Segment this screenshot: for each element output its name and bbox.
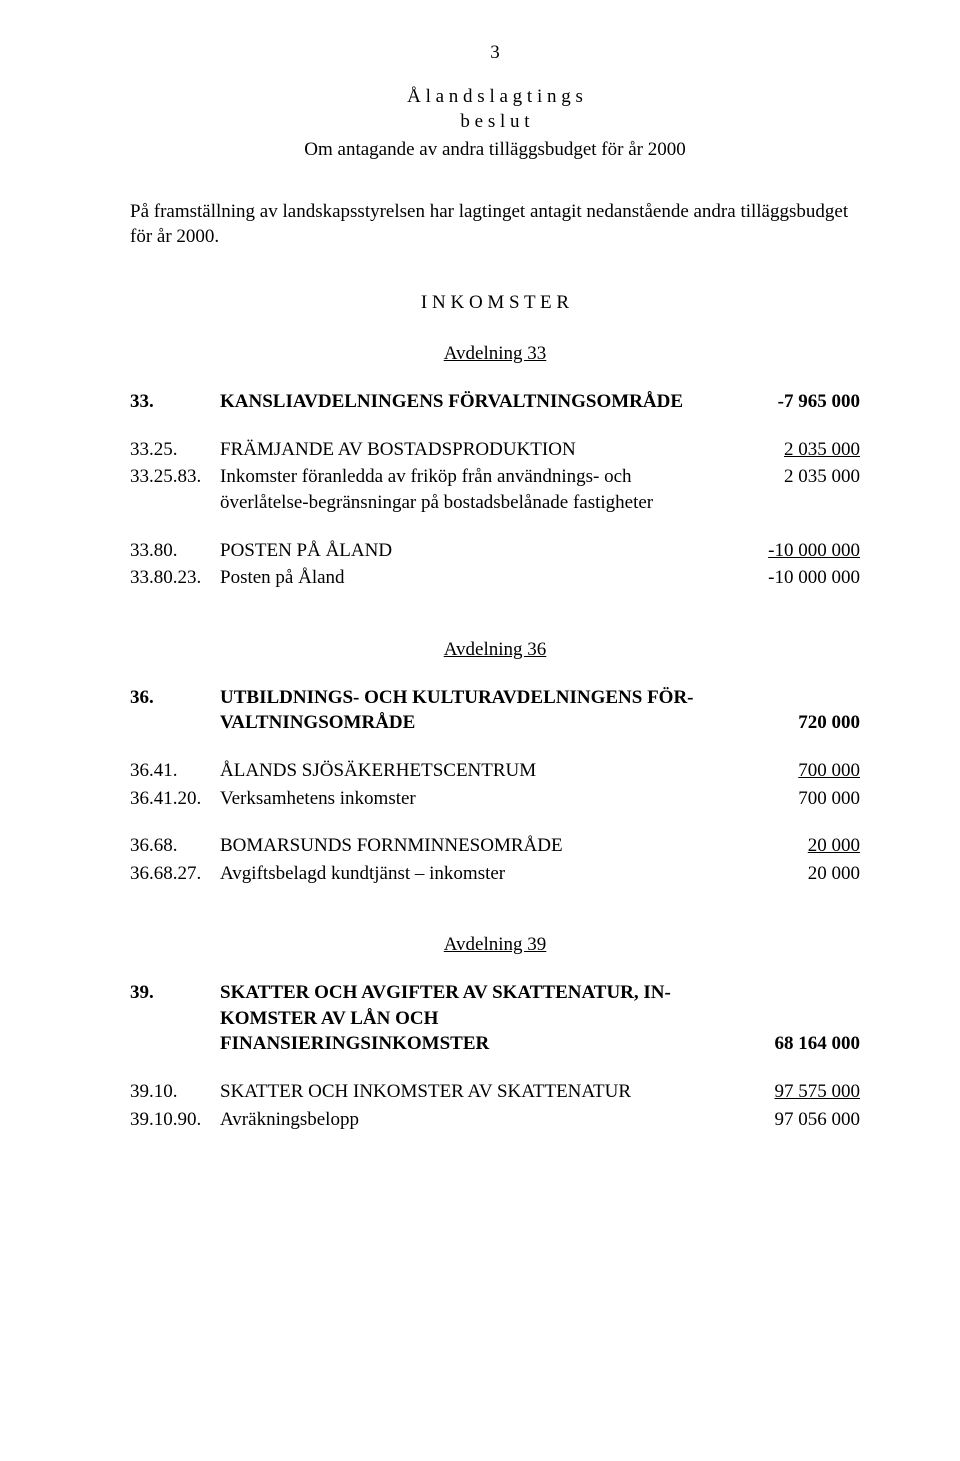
subtitle: Om antagande av andra tilläggsbudget för… bbox=[130, 137, 860, 163]
section-heading-33: Avdelning 33 bbox=[130, 341, 860, 367]
code: 33.25. bbox=[130, 437, 220, 463]
code: 33. bbox=[130, 389, 220, 415]
code: 39.10.90. bbox=[130, 1107, 220, 1133]
inkomster-heading: I N K O M S T E R bbox=[130, 290, 860, 316]
group-36-68: 36.68. BOMARSUNDS FORNMINNESOMRÅDE 20 00… bbox=[130, 833, 860, 886]
amount: 68 164 000 bbox=[720, 1031, 860, 1057]
item-row: 39.10.90. Avräkningsbelopp 97 056 000 bbox=[130, 1107, 860, 1133]
main-row-39: 39. SKATTER OCH AVGIFTER AV SKATTENATUR,… bbox=[130, 980, 860, 1057]
group-36-41: 36.41. ÅLANDS SJÖSÄKERHETSCENTRUM 700 00… bbox=[130, 758, 860, 811]
item-row: 36.41.20. Verksamhetens inkomster 700 00… bbox=[130, 786, 860, 812]
item-row: 33.25.83. Inkomster föranledda av friköp… bbox=[130, 464, 860, 515]
group-head-row: 36.68. BOMARSUNDS FORNMINNESOMRÅDE 20 00… bbox=[130, 833, 860, 859]
code: 36.68.27. bbox=[130, 861, 220, 887]
document-page: 3 Å l a n d s l a g t i n g s b e s l u … bbox=[0, 0, 960, 1461]
amount: 700 000 bbox=[720, 786, 860, 812]
amount: 720 000 bbox=[720, 710, 860, 736]
label: Posten på Åland bbox=[220, 565, 720, 591]
code: 33.80. bbox=[130, 538, 220, 564]
page-number: 3 bbox=[130, 40, 860, 66]
code: 36.41. bbox=[130, 758, 220, 784]
label: Verksamhetens inkomster bbox=[220, 786, 720, 812]
code: 33.80.23. bbox=[130, 565, 220, 591]
code: 36. bbox=[130, 685, 220, 711]
code: 33.25.83. bbox=[130, 464, 220, 490]
amount: 2 035 000 bbox=[720, 464, 860, 490]
section-heading-39: Avdelning 39 bbox=[130, 932, 860, 958]
label: Avgiftsbelagd kundtjänst – inkomster bbox=[220, 861, 720, 887]
amount: 2 035 000 bbox=[720, 437, 860, 463]
label: BOMARSUNDS FORNMINNESOMRÅDE bbox=[220, 833, 720, 859]
heading-line-2: b e s l u t bbox=[130, 109, 860, 135]
code: 39.10. bbox=[130, 1079, 220, 1105]
code: 36.68. bbox=[130, 833, 220, 859]
section-heading-36: Avdelning 36 bbox=[130, 637, 860, 663]
group-33-25: 33.25. FRÄMJANDE AV BOSTADSPRODUKTION 2 … bbox=[130, 437, 860, 516]
heading-line-1: Å l a n d s l a g t i n g s bbox=[130, 84, 860, 110]
label: POSTEN PÅ ÅLAND bbox=[220, 538, 720, 564]
amount: -10 000 000 bbox=[720, 565, 860, 591]
label: ÅLANDS SJÖSÄKERHETSCENTRUM bbox=[220, 758, 720, 784]
group-head-row: 36.41. ÅLANDS SJÖSÄKERHETSCENTRUM 700 00… bbox=[130, 758, 860, 784]
amount: -10 000 000 bbox=[720, 538, 860, 564]
label: UTBILDNINGS- OCH KULTURAVDELNINGENS FÖR-… bbox=[220, 685, 720, 736]
amount: 97 575 000 bbox=[720, 1079, 860, 1105]
label: SKATTER OCH AVGIFTER AV SKATTENATUR, IN-… bbox=[220, 980, 720, 1057]
group-33-80: 33.80. POSTEN PÅ ÅLAND -10 000 000 33.80… bbox=[130, 538, 860, 591]
amount: -7 965 000 bbox=[720, 389, 860, 415]
amount: 20 000 bbox=[720, 861, 860, 887]
group-39-10: 39.10. SKATTER OCH INKOMSTER AV SKATTENA… bbox=[130, 1079, 860, 1132]
amount: 20 000 bbox=[720, 833, 860, 859]
label: Avräkningsbelopp bbox=[220, 1107, 720, 1133]
main-row-33: 33. KANSLIAVDELNINGENS FÖRVALTNINGSOMRÅD… bbox=[130, 389, 860, 415]
code: 36.41.20. bbox=[130, 786, 220, 812]
amount: 700 000 bbox=[720, 758, 860, 784]
label: SKATTER OCH INKOMSTER AV SKATTENATUR bbox=[220, 1079, 720, 1105]
item-row: 36.68.27. Avgiftsbelagd kundtjänst – ink… bbox=[130, 861, 860, 887]
label: Inkomster föranledda av friköp från anvä… bbox=[220, 464, 720, 515]
group-head-row: 39.10. SKATTER OCH INKOMSTER AV SKATTENA… bbox=[130, 1079, 860, 1105]
group-head-row: 33.80. POSTEN PÅ ÅLAND -10 000 000 bbox=[130, 538, 860, 564]
group-head-row: 33.25. FRÄMJANDE AV BOSTADSPRODUKTION 2 … bbox=[130, 437, 860, 463]
main-row-36: 36. UTBILDNINGS- OCH KULTURAVDELNINGENS … bbox=[130, 685, 860, 736]
item-row: 33.80.23. Posten på Åland -10 000 000 bbox=[130, 565, 860, 591]
label: KANSLIAVDELNINGENS FÖRVALTNINGSOMRÅDE bbox=[220, 389, 720, 415]
label: FRÄMJANDE AV BOSTADSPRODUKTION bbox=[220, 437, 720, 463]
intro-paragraph: På framställning av landskapsstyrelsen h… bbox=[130, 199, 860, 250]
amount: 97 056 000 bbox=[720, 1107, 860, 1133]
code: 39. bbox=[130, 980, 220, 1006]
